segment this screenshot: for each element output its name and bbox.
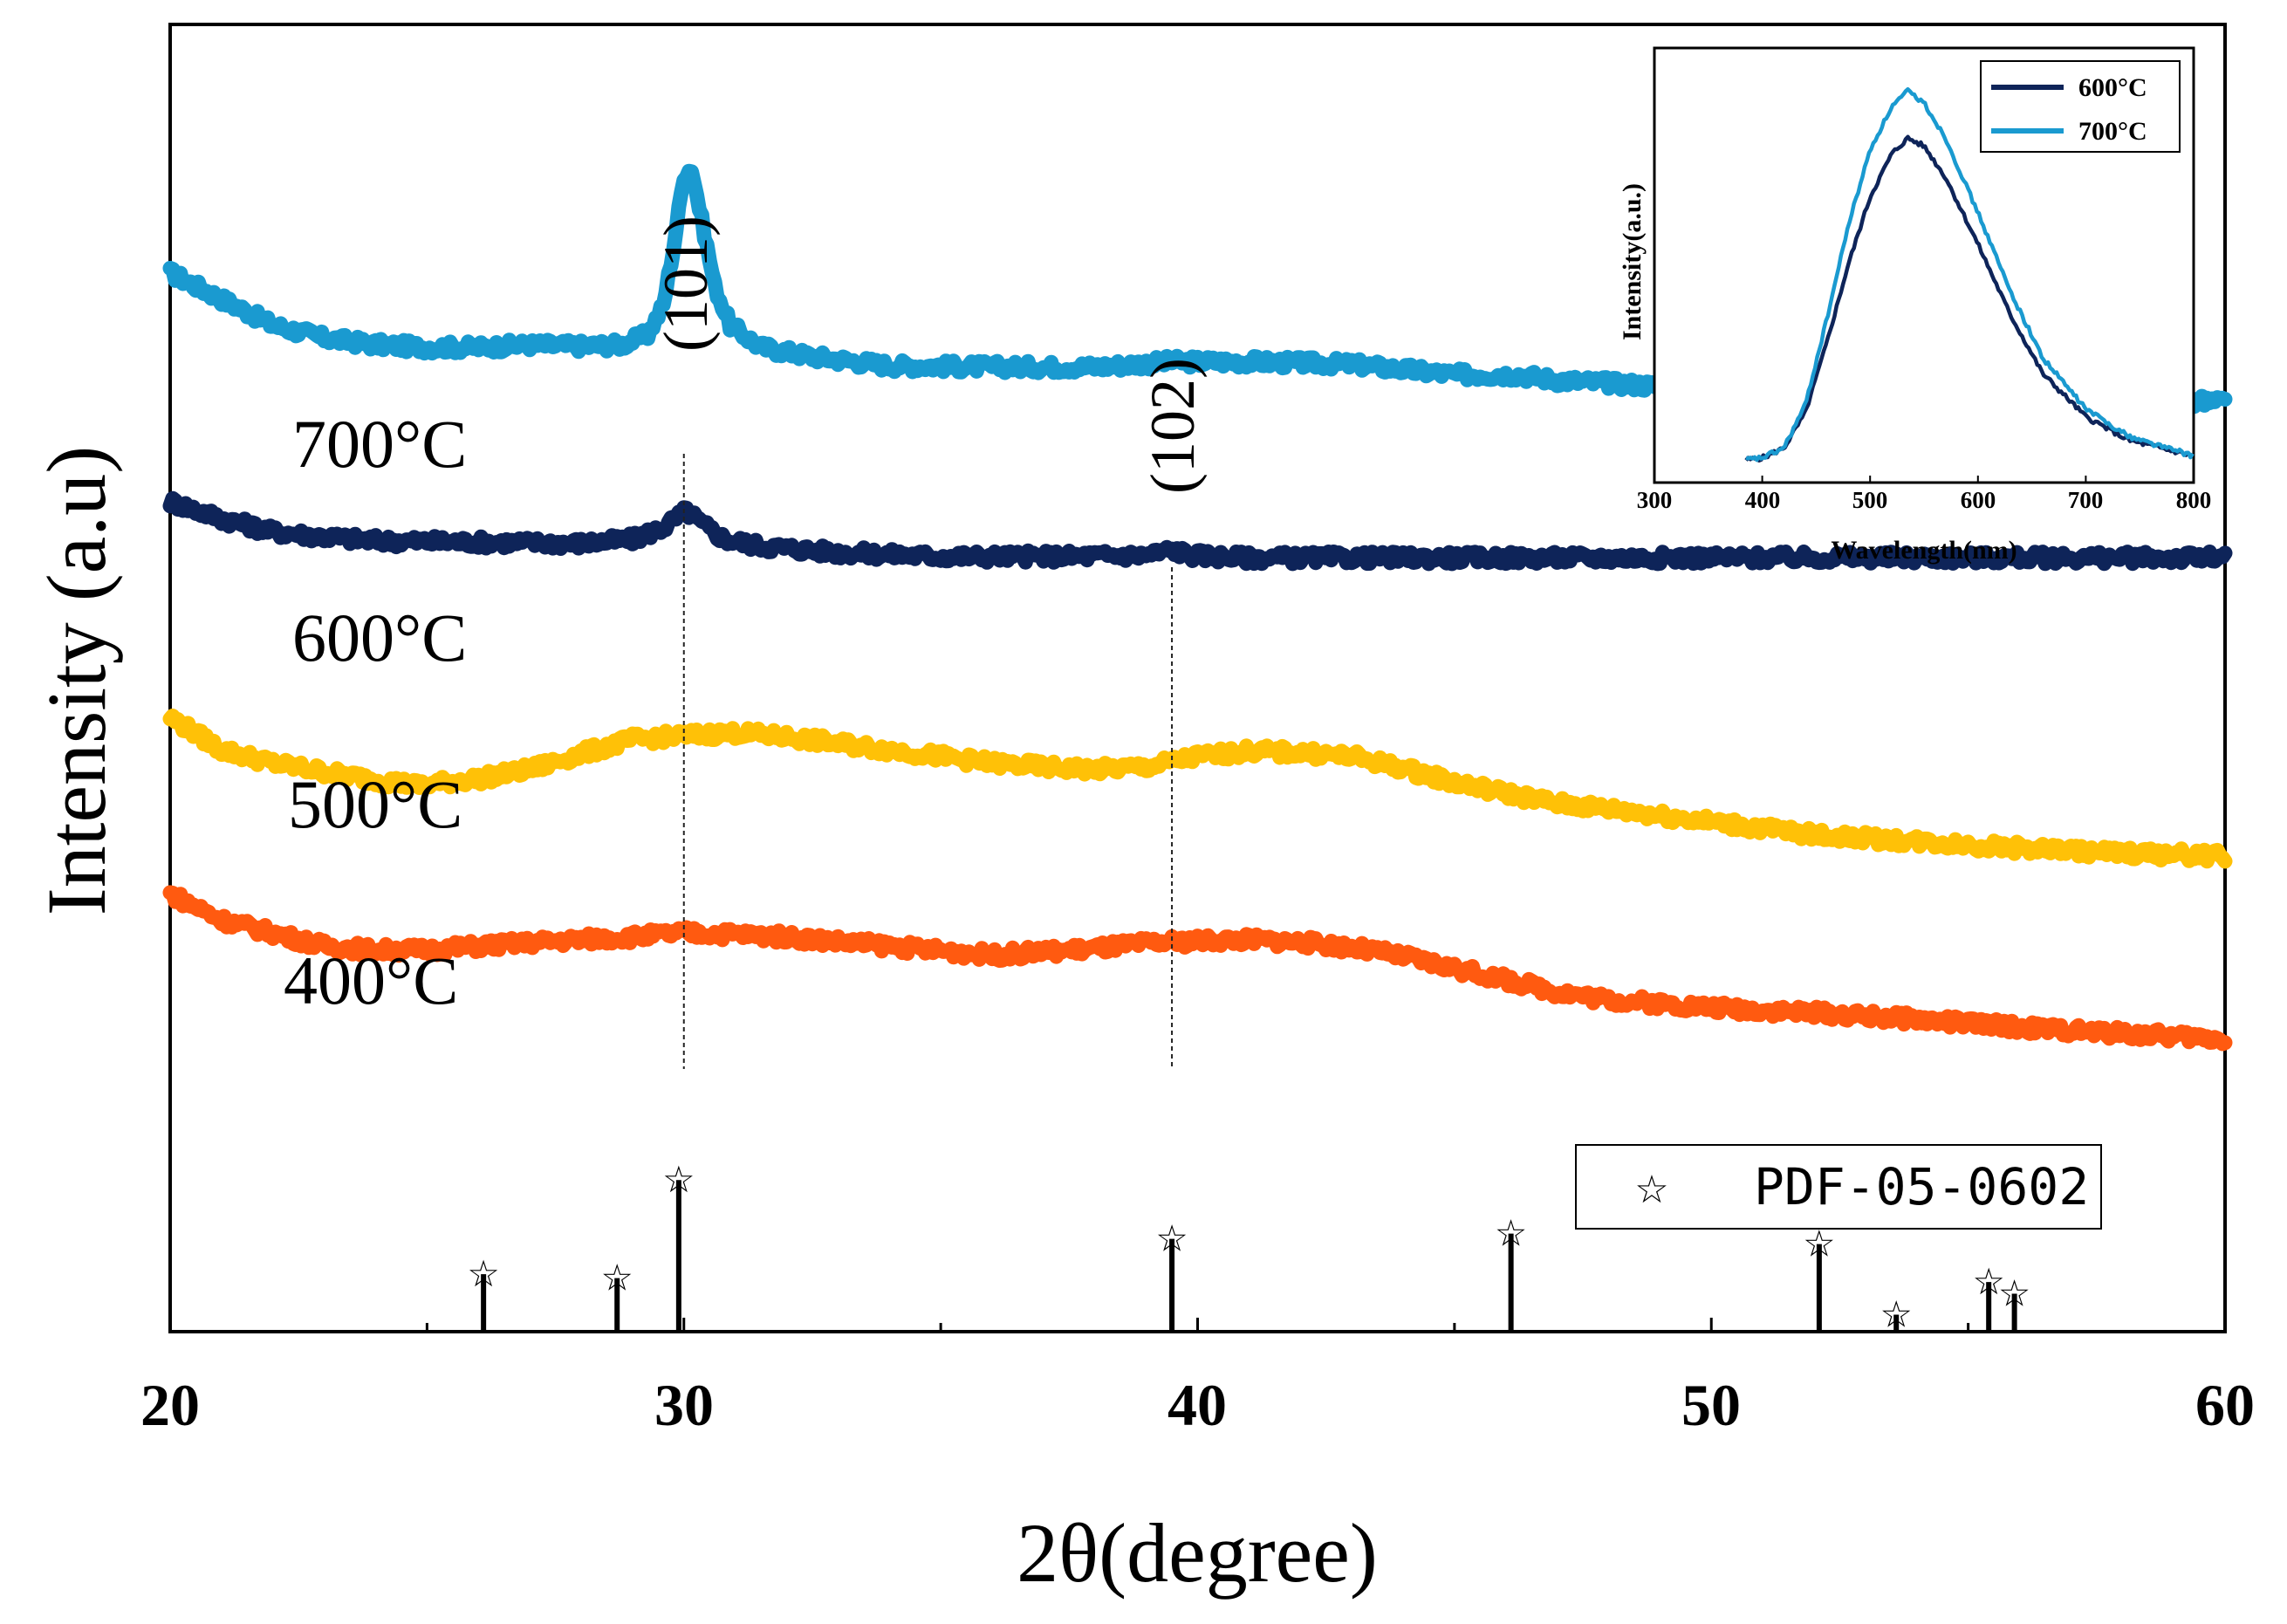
peak-guides — [682, 454, 1174, 1069]
inset-x-tick-label-600: 600 — [1961, 487, 1996, 513]
inset-x-axis-title: Wavelength(nm) — [1831, 536, 2017, 565]
inset-series-line-700 — [1745, 86, 2195, 463]
reference-star-icon: ☆ — [1155, 1220, 1188, 1260]
series-label-700: 700°C — [292, 406, 467, 482]
reference-star-icon: ☆ — [1880, 1296, 1913, 1336]
inset-x-tick-label-300: 300 — [1637, 487, 1673, 513]
reference-legend-label: PDF-05-0602 — [1754, 1157, 2089, 1216]
inset-x-tick-label-700: 700 — [2068, 487, 2104, 513]
reference-star-icon: ☆ — [662, 1161, 695, 1201]
reference-star-icon: ☆ — [600, 1259, 633, 1299]
reference-star-icon: ☆ — [1803, 1225, 1836, 1265]
reference-sticks: ☆ ☆☆☆ ☆ ☆☆☆☆ — [467, 1161, 2030, 1335]
reference-star-icon: ☆ — [1972, 1263, 2005, 1303]
reference-legend-box — [1575, 1144, 2102, 1230]
reference-star-icon: ☆ — [1495, 1215, 1528, 1255]
x-tick-label-20: 20 — [140, 1372, 200, 1438]
x-tick-label-50: 50 — [1681, 1372, 1741, 1438]
peak-label-102: (102) — [1138, 358, 1208, 494]
reference-star-icon: ☆ — [467, 1255, 500, 1295]
series-label-600: 600°C — [292, 600, 467, 675]
inset-series-group — [1744, 86, 2195, 463]
inset-legend-label-600: 600°C — [2078, 73, 2147, 102]
inset-x-ticks — [1654, 476, 2195, 483]
inset-legend-label-700: 700°C — [2078, 117, 2147, 146]
y-axis-title: Intensity (a.u) — [30, 446, 123, 916]
x-tick-label-30: 30 — [654, 1372, 714, 1438]
inset-x-tick-label-800: 800 — [2176, 487, 2212, 513]
series-line-600 — [162, 490, 2233, 572]
inset-x-tick-label-500: 500 — [1852, 487, 1888, 513]
inset-legend-box — [1980, 60, 2181, 153]
inset-legend: 600°C 700°C — [1980, 60, 2181, 153]
main-x-ticks — [168, 1318, 2227, 1332]
series-label-400: 400°C — [284, 942, 458, 1018]
x-axis-title: 2θ(degree) — [1017, 1506, 1378, 1600]
peak-label-101: (101) — [651, 216, 721, 352]
x-tick-label-60: 60 — [2195, 1372, 2255, 1438]
series-line-400 — [162, 885, 2233, 1052]
inset-series-line-600 — [1744, 134, 2194, 463]
reference-legend: ☆ PDF-05-0602 — [1575, 1144, 2102, 1230]
inset-y-axis-title: Intensity(a.u.) — [1618, 183, 1647, 340]
inset-x-tick-label-400: 400 — [1745, 487, 1781, 513]
series-line-500 — [162, 709, 2233, 869]
reference-star-icon: ☆ — [1998, 1275, 2031, 1315]
inset-chart: 300 400 500 600 700 800 Wavelength(nm) I… — [1618, 46, 2212, 565]
reference-legend-star-icon: ☆ — [1634, 1168, 1668, 1211]
series-label-500: 500°C — [288, 766, 462, 842]
x-tick-label-40: 40 — [1167, 1372, 1227, 1438]
